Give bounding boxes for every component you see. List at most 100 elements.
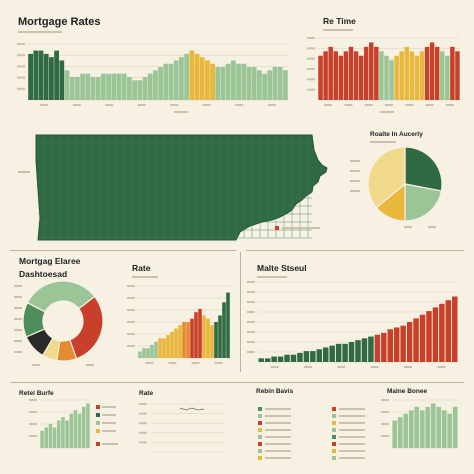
rt-xtick-stub (405, 104, 414, 106)
rt-tick-stub (307, 68, 315, 70)
rate-bars-bar (150, 344, 154, 358)
pie-tick-stub (350, 160, 360, 162)
rate-bars-bar (142, 348, 146, 358)
rt-tick-stub (307, 88, 315, 91)
br-bars-bar (408, 410, 414, 448)
br-bars-bar (414, 406, 420, 448)
bl-panel: Retel Burfe (19, 390, 54, 397)
dashboard-title-2: Dashtoesad (19, 269, 68, 279)
rt-bars-bar (394, 55, 399, 100)
main-xtick-stub (235, 104, 244, 106)
malte-panel: Malte Stseul (257, 263, 307, 278)
rebin2-legend-swatch (332, 407, 336, 411)
main-bars-bar (241, 63, 247, 100)
main-xtick-stub (170, 104, 179, 106)
malte-title: Malte Stseul (257, 263, 307, 273)
rebin-legend-stub (265, 429, 291, 431)
rate-tick-stub (127, 309, 135, 311)
rate-bars-bar (202, 315, 206, 358)
malte-bars-bar (323, 347, 329, 362)
rate-bars-bar (158, 338, 162, 358)
rt-bars-bar (358, 55, 364, 100)
rebin2-legend-stub (339, 429, 365, 431)
br-bars-bar (419, 410, 425, 448)
pie-panel: Roalte In Aucerly (370, 131, 423, 143)
bl-bars-bar (48, 424, 53, 448)
bl-title: Retel Burfe (19, 390, 54, 397)
divider-vertical (240, 252, 241, 372)
bl-bars-bar (73, 410, 78, 448)
main-bars-bar (147, 73, 153, 100)
malte-bars-bar (393, 327, 400, 362)
main-bars-bar (75, 76, 80, 100)
malte-xtick-stub (437, 366, 446, 368)
malte-tick-stub (247, 311, 255, 313)
main-bars-bar (199, 57, 205, 100)
br-bars-bar (441, 410, 447, 448)
map-grid (38, 137, 312, 239)
rt-xtick-stub (324, 104, 333, 106)
rate2-tick-stub (139, 412, 147, 415)
rt-xtick-stub (344, 104, 353, 106)
rebin-legend-swatch (258, 421, 262, 425)
rebin-legend-stub (265, 450, 291, 452)
main-tick-stub (17, 87, 25, 90)
malte-tick-stub (247, 291, 255, 293)
malte-bars-bar (452, 296, 458, 362)
br-panel: Malne Bonee (387, 388, 427, 395)
malte-bars-bar (439, 303, 445, 362)
rt-bars-bar (338, 55, 344, 100)
rate-bars-bar (210, 325, 214, 358)
rt-bars-bar (318, 55, 323, 100)
bl-legend-stub (102, 443, 118, 445)
rt-bars-bar (363, 46, 369, 100)
rt-bars-bar (369, 42, 374, 100)
pie-tick-stub (350, 180, 360, 182)
rt-tick-stub (307, 47, 315, 50)
map-shape (35, 134, 328, 241)
rate-bars-bar (170, 331, 174, 358)
donut-tick-stub (14, 340, 22, 342)
main-bars-bar (277, 67, 283, 100)
bl-bars-bar (77, 413, 82, 448)
rt-bars-bar (333, 51, 338, 100)
rt-xlabel-stub (380, 111, 394, 113)
main-bars-bar (163, 63, 169, 100)
rebin2-legend-stub (339, 408, 365, 410)
rt-bars-bar (414, 55, 420, 100)
main-bars-bar (158, 67, 163, 100)
bl-bars-bar (52, 427, 57, 448)
pie-label-stub (404, 226, 412, 228)
main-bars-bar (210, 63, 215, 100)
bl-tick-stub (29, 423, 37, 425)
rt-bars-bar (348, 46, 354, 100)
main-bars-bar (231, 60, 236, 100)
rt-bars-bar (404, 46, 409, 100)
rt-bars-bar (389, 60, 394, 100)
rate-bars-bar (218, 315, 222, 358)
bl-legend-stub (102, 422, 116, 424)
malte-tick-stub (247, 341, 255, 343)
malte-bars-bar (290, 354, 297, 362)
main-bars-bar (267, 70, 273, 100)
mortgage-rates-title: Mortgage Rates (18, 16, 101, 28)
malte-bars-bar (342, 343, 348, 362)
rate-xtick-stub (214, 362, 223, 364)
bl-tick-stub (29, 399, 37, 401)
main-bars-bar (33, 50, 39, 100)
rate-tick-stub (127, 285, 135, 287)
rt-bars-bar (343, 51, 349, 100)
rt-bars-bar (419, 51, 425, 100)
malte-bars-bar (348, 342, 355, 362)
donut-slice (26, 280, 96, 313)
main-bars-bar (116, 73, 122, 100)
pie-tick-stub (350, 190, 360, 192)
rate-title: Rate (132, 263, 151, 273)
malte-bars-bar (374, 334, 381, 362)
main-bars-bar (184, 53, 189, 100)
rebin-legend-stub (265, 422, 291, 424)
malte-bars-bar (400, 325, 406, 362)
rt-tick-stub (307, 57, 315, 60)
main-bars-bar (179, 57, 184, 100)
